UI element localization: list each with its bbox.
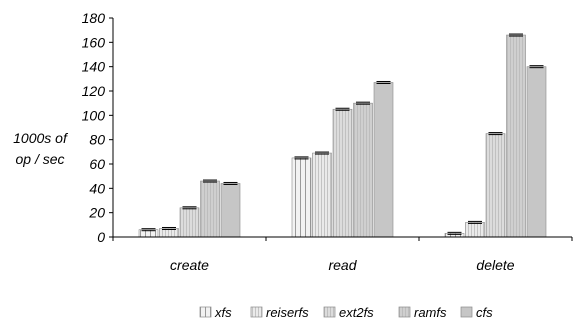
- legend-swatch-ramfs: [398, 306, 411, 318]
- y-tick-label: 160: [82, 34, 106, 50]
- y-tick-label: 140: [82, 59, 106, 75]
- legend-swatch-xfs: [199, 306, 212, 318]
- bar-reiserfs-delete: [465, 222, 485, 238]
- legend-swatch-cfs: [460, 306, 473, 318]
- y-axis-ticks: 0 20 40 60 80 100 120 140 160 180: [82, 10, 113, 245]
- y-tick-label: 120: [82, 83, 106, 99]
- bar-ramfs-read: [353, 102, 373, 238]
- category-label-delete: delete: [476, 257, 514, 273]
- y-tick-label: 80: [89, 132, 105, 148]
- category-labels: create read delete: [170, 257, 515, 273]
- bar-cfs-delete: [526, 66, 547, 238]
- bars: [138, 33, 547, 238]
- y-axis-label-line: 1000s of: [13, 130, 69, 146]
- legend-label-xfs: xfs: [214, 305, 232, 320]
- category-label-read: read: [328, 257, 357, 273]
- bar-ext2fs-read: [332, 108, 353, 238]
- y-tick-label: 180: [82, 10, 106, 26]
- y-tick-label: 20: [88, 205, 105, 221]
- bar-reiserfs-read: [312, 152, 332, 238]
- bar-ext2fs-delete: [485, 133, 506, 238]
- bar-cfs-create: [220, 183, 241, 238]
- bar-xfs-read: [291, 157, 312, 238]
- legend-label-ext2fs: ext2fs: [339, 305, 374, 320]
- legend-swatch-reiserfs: [250, 306, 263, 318]
- axes: [112, 18, 573, 241]
- bar-cfs-read: [373, 82, 394, 238]
- legend-label-reiserfs: reiserfs: [266, 305, 309, 320]
- bar-ramfs-create: [200, 180, 220, 238]
- y-axis-label: 1000s of op / sec: [13, 130, 69, 167]
- legend-swatch-ext2fs: [323, 306, 336, 318]
- category-label-create: create: [170, 257, 209, 273]
- legend: xfs reiserfs ext2fs ramfs cfs: [199, 305, 493, 320]
- y-tick-label: 40: [89, 180, 105, 196]
- bar-ramfs-delete: [506, 34, 526, 238]
- y-tick-label: 60: [89, 156, 105, 172]
- bar-ext2fs-create: [179, 207, 200, 238]
- legend-label-cfs: cfs: [476, 305, 493, 320]
- y-axis-label-line: op / sec: [15, 151, 64, 167]
- y-tick-label: 0: [97, 229, 105, 245]
- legend-label-ramfs: ramfs: [414, 305, 447, 320]
- y-tick-label: 100: [82, 107, 106, 123]
